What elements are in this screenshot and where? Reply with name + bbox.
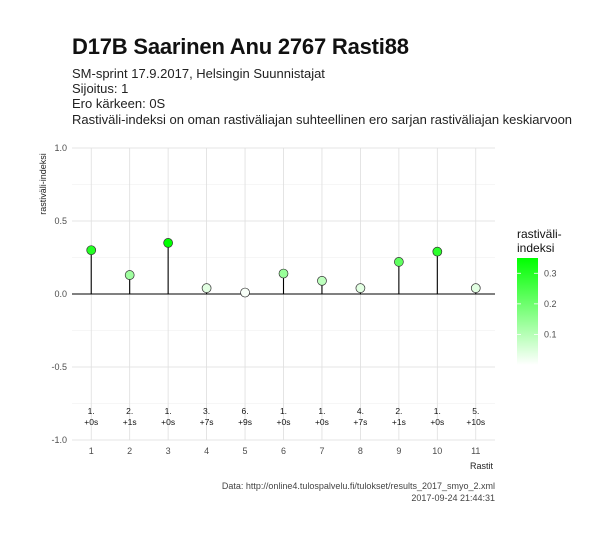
subtitle-line-4: Rastiväli-indeksi on oman rastiväliajan …	[72, 112, 573, 127]
rank-label: 6.	[241, 406, 248, 416]
rank-label: 5.	[472, 406, 479, 416]
diff-label: +1s	[123, 417, 137, 427]
x-tick-label: 8	[358, 446, 363, 456]
y-tick-label: 0.0	[54, 289, 67, 299]
y-axis-title: rastiväli-indeksi	[38, 153, 48, 215]
rank-label: 4.	[357, 406, 364, 416]
x-tick-label: 9	[396, 446, 401, 456]
rank-label: 1.	[280, 406, 287, 416]
source-caption: Data: http://online4.tulospalvelu.fi/tul…	[221, 481, 495, 491]
data-point	[317, 276, 327, 286]
subtitle-line-3: Ero kärkeen: 0S	[72, 96, 166, 111]
rank-label: 1.	[165, 406, 172, 416]
y-tick-label: 0.5	[54, 216, 67, 226]
x-tick-label: 1	[89, 446, 94, 456]
data-point	[240, 287, 250, 298]
rank-label: 1.	[318, 406, 325, 416]
x-tick-label: 5	[243, 446, 248, 456]
data-point	[163, 238, 173, 248]
x-axis-title: Rastit	[470, 461, 494, 471]
x-tick-label: 6	[281, 446, 286, 456]
diff-label: +0s	[277, 417, 291, 427]
legend-tick-label: 0.3	[544, 268, 557, 278]
legend-tick-label: 0.1	[544, 329, 557, 339]
subtitle-line-2: Sijoitus: 1	[72, 81, 129, 96]
data-point	[394, 257, 404, 267]
chart-title: D17B Saarinen Anu 2767 Rasti88	[72, 34, 409, 59]
legend-title-line-1: rastiväli-	[517, 227, 562, 241]
legend-colorbar	[517, 258, 538, 365]
y-tick-label: 1.0	[54, 143, 67, 153]
diff-label: +0s	[315, 417, 329, 427]
data-point	[278, 268, 289, 279]
diff-label: +7s	[353, 417, 367, 427]
x-tick-label: 10	[432, 446, 442, 456]
subtitle-line-1: SM-sprint 17.9.2017, Helsingin Suunnista…	[72, 66, 325, 81]
data-point	[86, 245, 97, 256]
rank-label: 3.	[203, 406, 210, 416]
rank-label: 1.	[88, 406, 95, 416]
diff-label: +0s	[430, 417, 444, 427]
diff-label: +10s	[466, 417, 485, 427]
rank-label: 1.	[434, 406, 441, 416]
diff-label: +0s	[161, 417, 175, 427]
data-point	[470, 283, 481, 294]
data-point	[124, 270, 135, 280]
x-tick-label: 4	[204, 446, 209, 456]
x-tick-label: 2	[127, 446, 132, 456]
diff-label: +7s	[200, 417, 214, 427]
rank-label: 2.	[395, 406, 402, 416]
diff-label: +9s	[238, 417, 252, 427]
data-point	[201, 283, 212, 294]
data-point	[355, 283, 366, 294]
x-tick-label: 7	[319, 446, 324, 456]
y-tick-label: -0.5	[51, 362, 67, 372]
y-tick-label: -1.0	[51, 435, 67, 445]
x-tick-label: 3	[166, 446, 171, 456]
diff-label: +0s	[84, 417, 98, 427]
diff-label: +1s	[392, 417, 406, 427]
legend-tick-label: 0.2	[544, 299, 557, 309]
x-tick-label: 11	[471, 446, 480, 456]
rank-label: 2.	[126, 406, 133, 416]
legend-title-line-2: indeksi	[517, 241, 554, 255]
data-point	[432, 246, 443, 257]
timestamp-caption: 2017-09-24 21:44:31	[411, 493, 495, 503]
